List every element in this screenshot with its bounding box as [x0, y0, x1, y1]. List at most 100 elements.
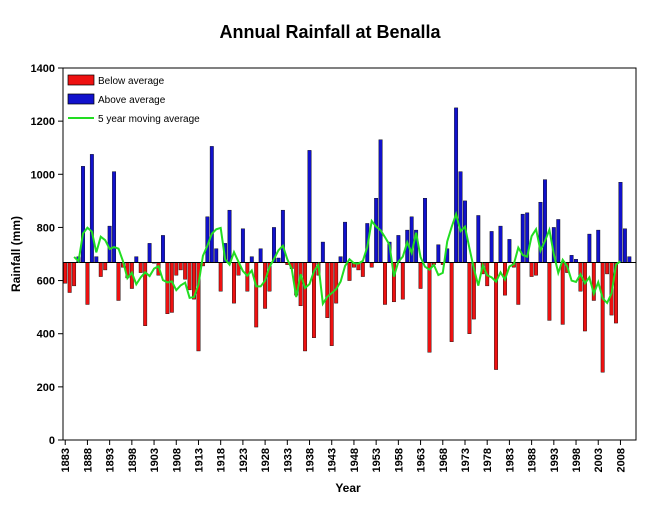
bar-1902 — [147, 243, 152, 263]
x-tick-label-1888: 1888 — [82, 448, 94, 472]
bar-1950 — [360, 262, 365, 277]
bar-2001 — [587, 233, 592, 263]
bar-2008 — [618, 182, 623, 263]
y-tick-label-1400: 1400 — [31, 63, 55, 75]
y-tick-label-800: 800 — [37, 222, 55, 234]
bar-1888 — [85, 262, 90, 305]
bar-1925 — [249, 256, 254, 263]
bar-1894 — [112, 171, 117, 263]
bar-1963 — [418, 262, 423, 289]
legend-below-swatch — [67, 74, 95, 86]
bar-1941 — [320, 241, 325, 263]
bar-2005 — [605, 262, 610, 275]
bar-1965 — [427, 262, 432, 353]
bar-1938 — [307, 150, 312, 263]
bar-1899 — [134, 256, 139, 263]
y-tick-label-0: 0 — [49, 435, 55, 447]
bar-1981 — [498, 225, 503, 263]
x-tick-label-1983: 1983 — [504, 448, 516, 472]
bar-1961 — [409, 216, 414, 263]
bar-1971 — [454, 107, 459, 263]
bar-2004 — [600, 262, 605, 373]
bar-1953 — [374, 197, 379, 263]
bar-1885 — [72, 262, 77, 287]
bar-1944 — [334, 262, 339, 304]
bar-1992 — [547, 262, 552, 321]
y-tick-label-600: 600 — [37, 276, 55, 288]
x-tick-label-1978: 1978 — [482, 448, 494, 472]
x-tick-label-2008: 2008 — [615, 448, 627, 472]
bar-1983 — [507, 239, 512, 263]
bar-1921 — [232, 262, 236, 304]
bar-1946 — [343, 221, 347, 263]
x-tick-label-1973: 1973 — [460, 448, 472, 472]
bar-1891 — [98, 262, 103, 277]
x-tick-label-1938: 1938 — [305, 448, 317, 472]
y-tick-label-1200: 1200 — [31, 116, 55, 128]
bar-1967 — [436, 244, 441, 263]
bar-1947 — [347, 262, 352, 281]
bar-1926 — [254, 262, 259, 328]
x-tick-label-1943: 1943 — [327, 448, 339, 472]
bar-1954 — [378, 139, 383, 263]
bar-1976 — [476, 215, 481, 263]
x-tick-label-1933: 1933 — [282, 448, 294, 472]
bar-1943 — [329, 262, 334, 346]
bar-1974 — [467, 262, 472, 334]
y-tick-label-200: 200 — [37, 382, 55, 394]
bar-2003 — [596, 229, 601, 263]
bar-1937 — [303, 262, 308, 352]
bar-1970 — [449, 262, 454, 342]
bar-1931 — [276, 257, 281, 263]
bar-1890 — [94, 256, 99, 263]
bar-1959 — [400, 262, 405, 300]
bar-1884 — [67, 262, 72, 293]
y-axis-label: Rainfall (mm) — [9, 216, 23, 292]
bar-1911 — [187, 262, 192, 291]
bar-1991 — [543, 179, 547, 263]
bar-1907 — [169, 262, 174, 313]
x-axis: 1883 1888 1893 1898 1903 1908 1913 1918 1923 1928… — [60, 440, 627, 472]
bar-1989 — [534, 262, 538, 276]
y-axis: 0 200 400 600 800 1000 1200 1400 — [31, 63, 63, 447]
x-axis-label: Year — [335, 481, 361, 495]
chart-title: Annual Rainfall at Benalla — [219, 22, 441, 42]
bar-1928 — [263, 262, 268, 309]
bar-1909 — [178, 262, 183, 271]
bar-1908 — [174, 262, 179, 276]
bar-1887 — [81, 166, 85, 263]
x-tick-label-1988: 1988 — [527, 448, 539, 472]
bar-1952 — [369, 262, 374, 268]
bar-1895 — [116, 262, 121, 301]
bar-2009 — [622, 228, 627, 263]
x-tick-label-1993: 1993 — [549, 448, 561, 472]
bar-1893 — [107, 225, 112, 263]
x-tick-label-1953: 1953 — [371, 448, 383, 472]
moving-average-line — [73, 210, 622, 307]
bar-1932 — [280, 209, 285, 263]
legend-below-label: Below average — [98, 76, 165, 87]
y-tick-label-1000: 1000 — [31, 169, 55, 181]
bar-1995 — [560, 262, 565, 325]
x-tick-label-1918: 1918 — [216, 448, 228, 472]
bar-1917 — [214, 248, 219, 263]
x-tick-label-1958: 1958 — [393, 448, 405, 472]
bar-1972 — [458, 171, 463, 263]
bar-1900 — [138, 262, 143, 273]
bar-1994 — [556, 219, 561, 263]
bar-1906 — [165, 262, 170, 314]
bar-1979 — [489, 231, 494, 263]
bar-1916 — [209, 146, 214, 263]
bar-1923 — [240, 228, 245, 263]
bar-2000 — [582, 262, 587, 332]
x-tick-label-2003: 2003 — [593, 448, 605, 472]
bar-1883 — [63, 262, 68, 284]
x-tick-label-1883: 1883 — [60, 448, 72, 472]
x-tick-label-1913: 1913 — [193, 448, 205, 472]
bar-1927 — [258, 248, 263, 263]
y-tick-label-400: 400 — [37, 329, 55, 341]
legend-moving-label: 5 year moving average — [98, 114, 200, 125]
x-tick-label-1923: 1923 — [238, 448, 250, 472]
x-tick-label-1948: 1948 — [349, 448, 361, 472]
